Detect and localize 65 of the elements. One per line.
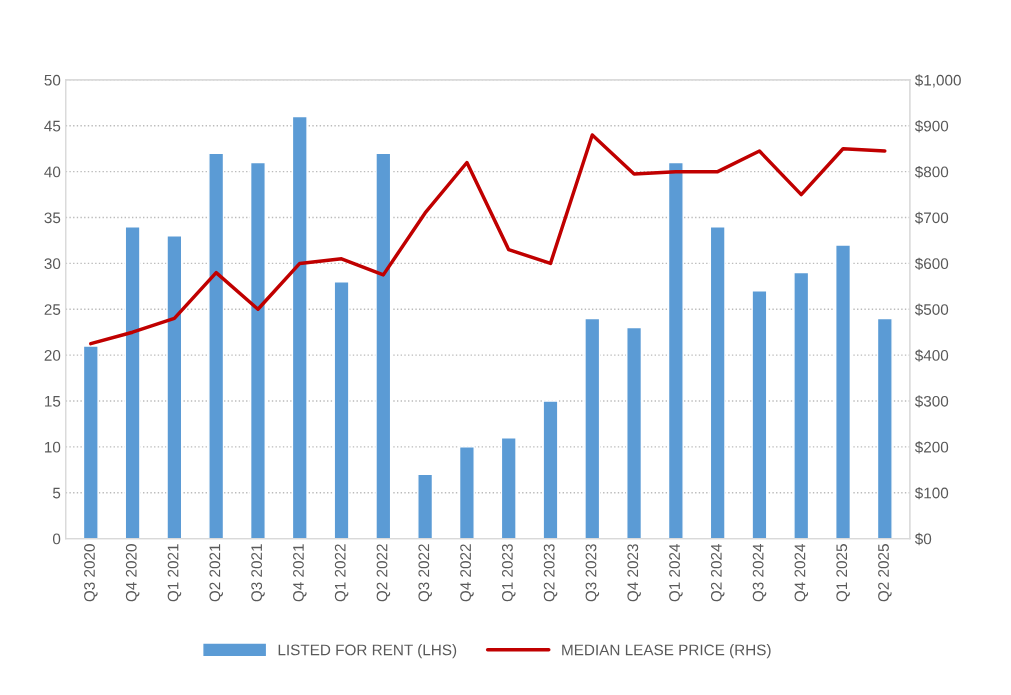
x-tick-label: Q3 2022 [418,544,432,602]
bar [584,317,601,539]
y2-tick-label: $200 [914,441,949,454]
y2-tick-label: $800 [914,165,949,179]
legend-label: LISTED FOR RENT (LHS) [278,644,457,659]
x-tick-label: Q4 2021 [293,544,307,602]
y2-tick-label: $400 [914,349,949,362]
y2-tick-label: $700 [914,211,949,225]
y-tick-label: 40 [44,166,61,178]
line-series [89,133,887,346]
x-tick-label: Q4 2024 [794,543,809,602]
y-tick-label: 35 [44,212,61,224]
x-tick-label: Q2 2022 [376,544,391,602]
bar [417,473,434,539]
y-tick-label: 15 [45,396,61,407]
y-tick-label: 10 [45,441,61,453]
bar [667,161,684,539]
bar [124,226,141,539]
bar [793,271,810,539]
x-tick-label: Q3 2021 [251,544,265,602]
bar [876,317,893,539]
y-tick-label: 25 [44,304,61,315]
bar [333,281,350,539]
x-tick-label: Q3 2023 [585,544,600,602]
x-tick-label: Q1 2024 [669,543,683,602]
y-tick-label: 20 [44,350,61,361]
x-tick-label: Q4 2020 [125,544,140,602]
bar [82,345,99,539]
bar [500,437,517,539]
bar [208,152,225,539]
y-tick-label: 45 [44,120,61,132]
x-tick-label: Q4 2023 [627,544,641,602]
y2-tick-label: $100 [914,486,949,500]
bar [166,235,183,539]
bar [709,226,726,539]
y2-tick-label: $500 [914,303,949,316]
x-tick-label: Q1 2023 [501,544,516,602]
y-tick-label: 5 [52,487,61,499]
x-tick-label: Q2 2025 [878,544,892,602]
bar [291,115,308,539]
y2-tick-label: $600 [914,257,949,270]
x-tick-label: Q3 2020 [84,544,98,602]
y2-tick-label: $1,000 [914,74,961,88]
y-tick-label: 30 [44,258,61,270]
x-tick-label: Q1 2025 [836,544,850,602]
x-tick-label: Q2 2023 [543,544,558,602]
bar [249,161,266,539]
legend-label: MEDIAN LEASE PRICE (RHS) [562,644,771,659]
y2-tick-label: $0 [914,532,932,546]
x-tick-label: Q2 2021 [209,544,223,602]
x-tick-label: Q3 2024 [752,543,767,602]
bar [626,326,643,539]
x-tick-label: Q2 2024 [710,543,725,602]
x-tick-label: Q4 2022 [460,544,474,602]
bar [542,400,559,539]
y-tick-label: 50 [44,74,61,86]
x-tick-label: Q1 2021 [167,544,182,602]
bar [751,290,768,539]
bar [835,244,852,539]
y2-tick-label: $300 [914,395,949,408]
bar [458,446,475,539]
y2-tick-label: $900 [914,120,949,133]
y-tick-label: 0 [52,533,61,545]
x-tick-label: Q1 2022 [334,544,349,602]
bar [375,152,392,539]
